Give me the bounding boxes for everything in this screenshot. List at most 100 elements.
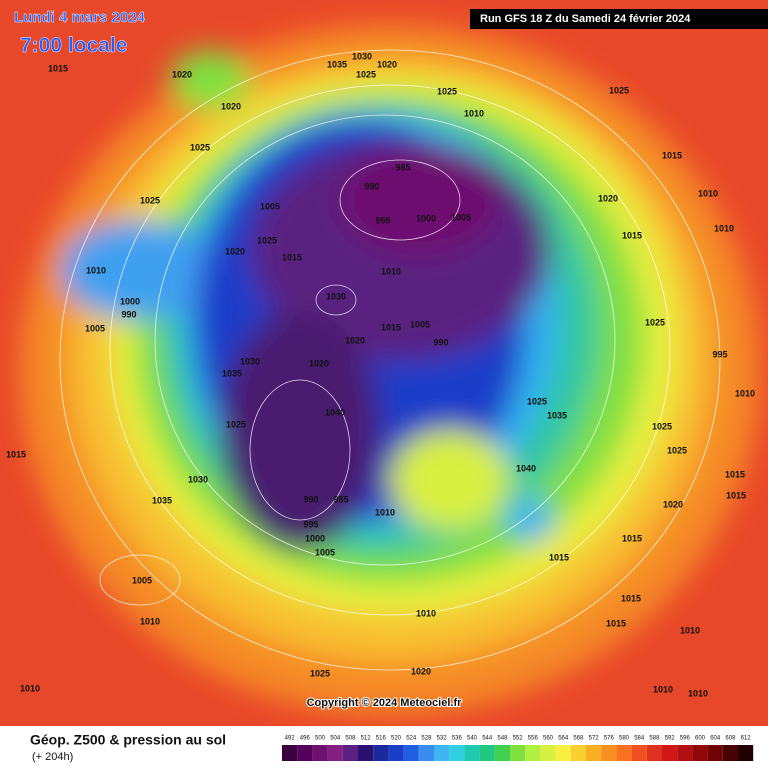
colorbar-swatch [722,745,738,761]
pressure-label: 1005 [132,575,152,585]
pressure-label: 1030 [240,356,260,366]
pressure-label: 1020 [225,246,245,256]
colorbar-swatch [282,745,298,761]
legend-title: Géop. Z500 & pression au sol [30,732,226,748]
pressure-label: 1025 [437,86,457,96]
pressure-label: 1025 [527,396,547,406]
pressure-label: 1015 [549,552,569,562]
pressure-label: 1025 [310,668,330,678]
pressure-label: 1030 [188,474,208,484]
pressure-label: 1020 [377,59,397,69]
pressure-label: 1015 [381,322,401,332]
pressure-label: 1025 [652,421,672,431]
pressure-label: 1030 [352,51,372,61]
pressure-label: 1000 [305,533,325,543]
colorbar-label: 520 [391,736,402,742]
pressure-label: 1025 [190,142,210,152]
colorbar-label: 588 [649,736,660,742]
colorbar-label: 584 [634,736,645,742]
pressure-label: 985 [395,162,410,172]
colorbar-label: 552 [513,736,524,742]
colorbar-swatch [449,745,465,761]
colorbar-label: 576 [604,736,615,742]
colorbar-label: 592 [665,736,676,742]
colorbar-label: 564 [558,736,569,742]
pressure-label: 1025 [667,445,687,455]
colorbar-label: 492 [285,736,296,742]
pressure-label: 1010 [735,388,755,398]
pressure-label: 1035 [547,410,567,420]
colorbar: 492 496 500 504 508 512 516 520 524 528 532 536 540 5… [282,736,754,761]
colorbar-label: 612 [741,736,752,742]
copyright: Copyright © 2024 Meteociel.fr [307,697,463,709]
pressure-label: 1025 [645,317,665,327]
colorbar-swatch [540,745,556,761]
pressure-label: 1025 [356,69,376,79]
colorbar-label: 556 [528,736,539,742]
colorbar-swatch [327,745,343,761]
forecast-time: 7:00 locale [20,34,127,57]
colorbar-label: 504 [330,736,341,742]
colorbar-swatch [297,745,313,761]
pressure-label: 1030 [326,291,346,301]
pressure-label: 1015 [282,252,302,262]
legend-subtitle: (+ 204h) [32,751,73,763]
colorbar-label: 548 [497,736,508,742]
pressure-label: 1035 [327,59,347,69]
pressure-label: 1015 [725,469,745,479]
pressure-label: 1015 [726,490,746,500]
pressure-label: 1020 [309,358,329,368]
pressure-label: 1025 [226,419,246,429]
pressure-label: 985 [333,494,348,504]
colorbar-swatch [692,745,708,761]
colorbar-label: 532 [437,736,448,742]
pressure-label: 1005 [260,201,280,211]
colorbar-label: 528 [421,736,432,742]
isobars [59,49,721,671]
pressure-label: 1010 [688,688,708,698]
colorbar-swatch [388,745,404,761]
colorbar-swatch [342,745,358,761]
pressure-label: 1020 [598,193,618,203]
forecast-date: Lundi 4 mars 2024 [14,9,146,26]
pressure-label: 1020 [663,499,683,509]
colorbar-swatch [358,745,374,761]
colorbar-swatch [373,745,389,761]
colorbar-swatch [707,745,723,761]
pressure-label: 1040 [516,463,536,473]
colorbar-label: 604 [710,736,721,742]
pressure-label: 1010 [20,683,40,693]
colorbar-label: 600 [695,736,706,742]
colorbar-swatch [434,745,450,761]
colorbar-swatch [631,745,647,761]
pressure-label: 1025 [609,85,629,95]
colorbar-swatch [662,745,678,761]
pressure-label: 1020 [221,101,241,111]
pressure-label: 1010 [698,188,718,198]
colorbar-swatch [616,745,632,761]
pressure-label: 1010 [680,625,700,635]
pressure-label: 1015 [606,618,626,628]
colorbar-label: 544 [482,736,493,742]
run-info: Run GFS 18 Z du Samedi 24 février 2024 [480,13,691,25]
pressure-label: 1015 [662,150,682,160]
pressure-label: 1015 [6,449,26,459]
colorbar-label: 540 [467,736,478,742]
colorbar-label: 560 [543,736,554,742]
pressure-label: 1020 [345,335,365,345]
pressure-label: 1010 [416,608,436,618]
colorbar-label: 580 [619,736,630,742]
colorbar-swatch [586,745,602,761]
run-banner [470,9,768,29]
pressure-label: 990 [433,337,448,347]
colorbar-label: 568 [573,736,584,742]
pressure-label: 995 [303,519,318,529]
colorbar-swatch [738,745,754,761]
colorbar-swatch [494,745,510,761]
colorbar-label: 508 [345,736,356,742]
pressure-label: 1015 [48,63,68,73]
pressure-label: 1015 [622,230,642,240]
